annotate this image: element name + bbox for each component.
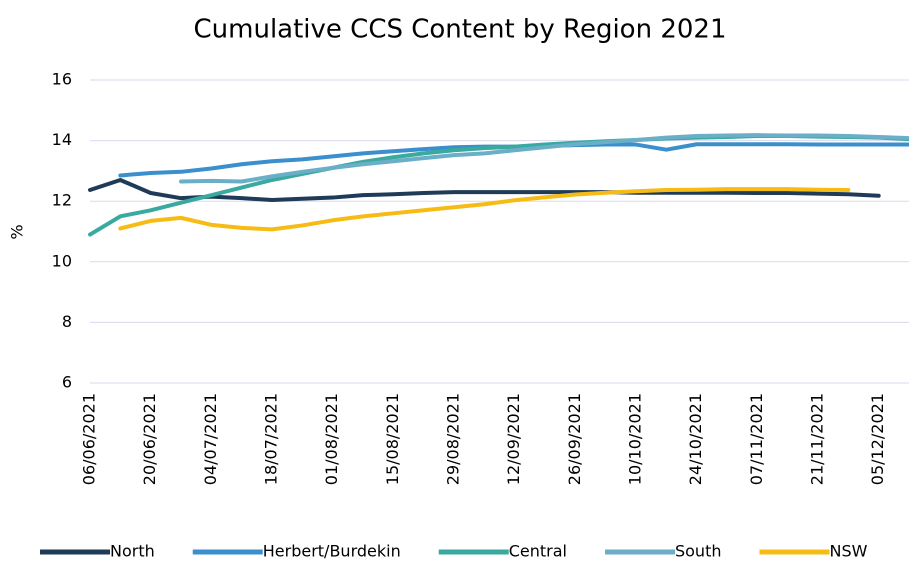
legend-label: South bbox=[675, 542, 722, 561]
series-line bbox=[179, 133, 909, 184]
y-tick-label: 12 bbox=[52, 191, 72, 210]
y-tick-label: 16 bbox=[52, 70, 72, 89]
y-tick-label: 14 bbox=[52, 130, 72, 149]
x-tick-label: 05/12/2021 bbox=[868, 393, 887, 485]
chart-title: Cumulative CCS Content by Region 2021 bbox=[194, 15, 727, 45]
x-tick-label: 15/08/2021 bbox=[383, 393, 402, 485]
x-tick-label: 12/09/2021 bbox=[504, 393, 523, 485]
legend-label: Central bbox=[509, 542, 567, 561]
legend-label: NSW bbox=[829, 542, 867, 561]
y-axis-label: % bbox=[8, 224, 27, 239]
x-tick-label: 10/10/2021 bbox=[626, 393, 645, 485]
x-tick-label: 29/08/2021 bbox=[444, 393, 463, 485]
x-tick-label: 21/11/2021 bbox=[808, 393, 827, 485]
x-tick-label: 20/06/2021 bbox=[140, 393, 159, 485]
y-tick-label: 8 bbox=[62, 312, 72, 331]
y-tick-label: 6 bbox=[62, 373, 72, 392]
x-tick-label: 04/07/2021 bbox=[201, 393, 220, 485]
series-line bbox=[118, 187, 851, 232]
x-tick-label: 26/09/2021 bbox=[565, 393, 584, 485]
legend-label: North bbox=[110, 542, 155, 561]
x-tick-label: 07/11/2021 bbox=[747, 393, 766, 485]
x-tick-label: 06/06/2021 bbox=[80, 393, 99, 485]
x-tick-label: 18/07/2021 bbox=[262, 393, 281, 485]
y-tick-label: 10 bbox=[52, 251, 72, 270]
x-tick-label: 24/10/2021 bbox=[686, 393, 705, 485]
legend-label: Herbert/Burdekin bbox=[263, 542, 401, 561]
series-line bbox=[88, 177, 881, 202]
x-tick-label: 01/08/2021 bbox=[322, 393, 341, 485]
